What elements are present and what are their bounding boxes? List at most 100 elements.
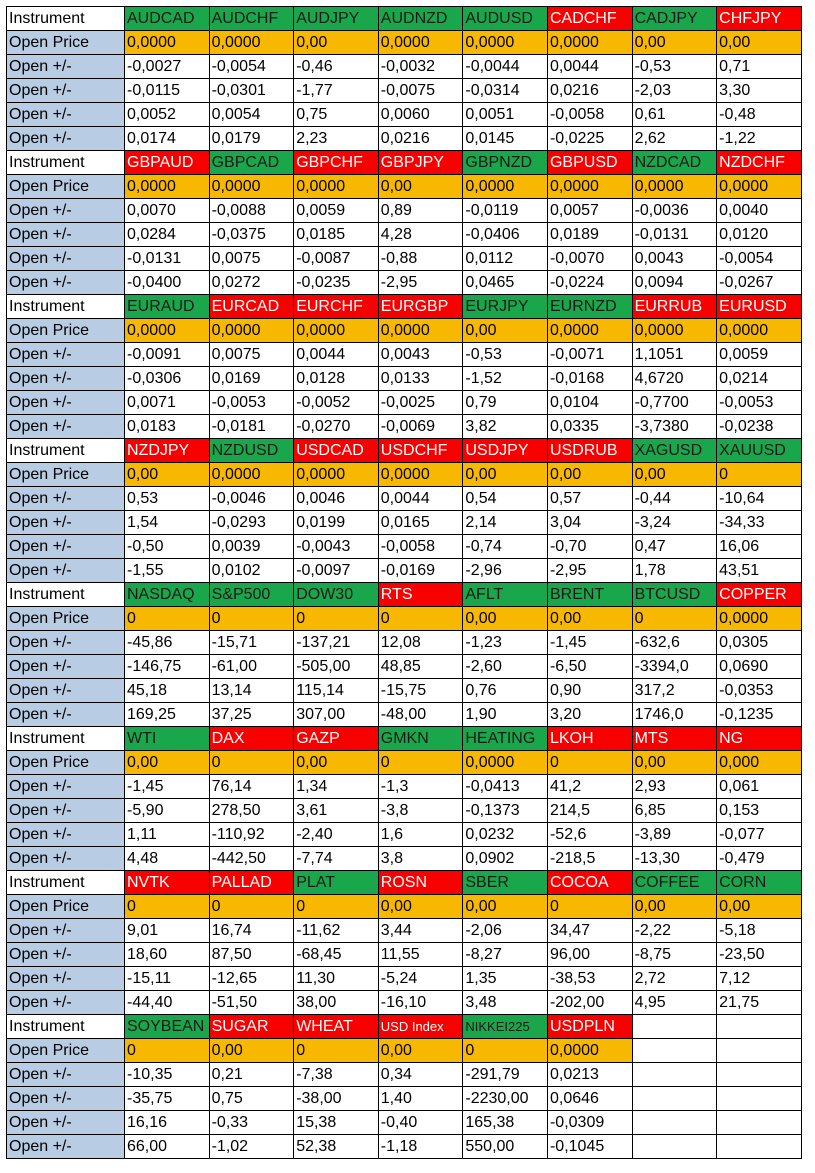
open-delta-label: Open +/- (6, 558, 125, 583)
open-delta-cell: 0,061 (716, 774, 802, 799)
symbol-cell: CADCHF (546, 6, 633, 31)
open-delta-cell: 0,0272 (208, 270, 295, 295)
open-delta-cell: 0,79 (462, 390, 548, 415)
open-delta-cell: -23,50 (716, 942, 802, 967)
open-delta-cell: 34,47 (546, 918, 633, 943)
instrument-row: Instrument EURAUD EURCAD EURCHF EURGBP EURJPY… (6, 294, 802, 319)
open-delta-cell: 0,0112 (462, 246, 548, 271)
open-delta-cell: 13,14 (208, 678, 295, 703)
open-delta-cell: -52,6 (546, 822, 633, 847)
open-delta-cell: 0,0216 (546, 78, 633, 103)
open-delta-cell: 18,60 (124, 942, 210, 967)
open-price-row: Open Price 0,0000 0,0000 0,0000 0,00 0,0000 0,… (6, 174, 802, 199)
open-delta-cell: -0,0054 (716, 246, 802, 271)
symbol-cell: GBPCHF (293, 150, 379, 175)
symbol-cell: USD Index (377, 1014, 464, 1039)
open-delta-cell: -51,50 (208, 990, 295, 1015)
open-delta-cell: 1,54 (124, 510, 210, 535)
open-delta-cell: 76,14 (208, 774, 295, 799)
open-price-cell: 0,0000 (546, 1038, 633, 1063)
open-price-label: Open Price (6, 462, 125, 487)
open-delta-label: Open +/- (6, 798, 125, 823)
open-price-cell: 0 (293, 606, 379, 631)
open-delta-cell: -0,0071 (546, 342, 633, 367)
open-delta-cell: -0,0025 (377, 390, 464, 415)
open-delta-cell: -0,0115 (124, 78, 210, 103)
open-delta-cell: -0,0314 (462, 78, 548, 103)
open-delta-cell: -6,50 (546, 654, 633, 679)
open-delta-cell: -8,27 (462, 942, 548, 967)
open-delta-cell: 0,0051 (462, 102, 548, 127)
open-delta-cell: -1,45 (546, 630, 633, 655)
open-price-cell: 0,0000 (462, 750, 548, 775)
open-price-cell: 0,00 (462, 606, 548, 631)
open-price-cell: 0,00 (631, 750, 718, 775)
instrument-row: Instrument NVTK PALLAD PLAT ROSN SBER COCOA COF… (6, 870, 802, 895)
symbol-cell: CADJPY (631, 6, 718, 31)
open-price-row: Open Price 0 0 0 0 0,00 0,00 0 0,0000 (6, 606, 802, 631)
open-delta-cell: -0,0058 (377, 534, 464, 559)
open-price-cell: 0,00 (124, 462, 210, 487)
symbol-cell: USDJPY (462, 438, 548, 463)
open-price-cell: 0,00 (716, 30, 802, 55)
open-delta-label: Open +/- (6, 654, 125, 679)
open-delta-cell: -0,33 (208, 1110, 295, 1135)
instrument-label: Instrument (6, 870, 125, 895)
open-delta-cell: 45,18 (124, 678, 210, 703)
open-delta-cell: 2,72 (631, 966, 718, 991)
open-delta-cell: -3,89 (631, 822, 718, 847)
open-delta-cell: -0,0053 (716, 390, 802, 415)
symbol-cell: NZDCHF (716, 150, 802, 175)
open-delta-cell: -15,11 (124, 966, 210, 991)
open-delta-cell: 12,08 (377, 630, 464, 655)
open-delta-cell: -0,0131 (631, 222, 718, 247)
open-delta-label: Open +/- (6, 846, 125, 871)
open-delta-cell: -0,0353 (716, 678, 802, 703)
open-price-cell: 0,00 (716, 894, 802, 919)
open-price-cell: 0,0000 (293, 174, 379, 199)
open-delta-label: Open +/- (6, 246, 125, 271)
open-delta-cell: 0,71 (716, 54, 802, 79)
symbol-cell: AUDCHF (208, 6, 295, 31)
open-price-cell: 0,00 (377, 894, 464, 919)
symbol-cell: DAX (208, 726, 295, 751)
open-delta-row: Open +/- 66,00 -1,02 52,38 -1,18 550,00 -0,104… (6, 1134, 802, 1159)
open-delta-cell: -48,00 (377, 702, 464, 727)
open-delta-cell: 38,00 (293, 990, 379, 1015)
open-delta-cell: -0,1045 (546, 1134, 633, 1159)
open-delta-cell: -0,0119 (462, 198, 548, 223)
open-price-cell: 0,00 (377, 174, 464, 199)
open-delta-cell: 11,30 (293, 966, 379, 991)
open-delta-cell: 2,93 (631, 774, 718, 799)
open-delta-cell: -1,3 (377, 774, 464, 799)
open-delta-label: Open +/- (6, 1110, 125, 1135)
open-delta-cell: 0,0214 (716, 366, 802, 391)
open-delta-cell: 0,34 (377, 1062, 464, 1087)
symbol-cell: PALLAD (208, 870, 295, 895)
open-delta-cell: -0,479 (716, 846, 802, 871)
open-price-cell: 0 (377, 750, 464, 775)
open-delta-cell: 0,0183 (124, 414, 210, 439)
open-delta-row: Open +/- -0,50 0,0039 -0,0043 -0,0058 -0,74 -0… (6, 534, 802, 559)
open-delta-label: Open +/- (6, 270, 125, 295)
open-price-cell: 0,0000 (124, 174, 210, 199)
open-delta-row: Open +/- -0,0306 0,0169 0,0128 0,0133 -1,52 -0… (6, 366, 802, 391)
open-delta-cell: 550,00 (462, 1134, 548, 1159)
open-price-cell: 0 (208, 894, 295, 919)
open-delta-label: Open +/- (6, 1134, 125, 1159)
open-delta-cell: -0,0091 (124, 342, 210, 367)
open-delta-cell: 0,0044 (377, 486, 464, 511)
symbol-cell: GMKN (377, 726, 464, 751)
open-delta-cell: -0,0169 (377, 558, 464, 583)
open-delta-row: Open +/- 18,60 87,50 -68,45 11,55 -8,27 96,00-… (6, 942, 802, 967)
open-delta-cell: -12,65 (208, 966, 295, 991)
open-delta-cell: -2,22 (631, 918, 718, 943)
open-delta-cell: 0,0046 (293, 486, 379, 511)
open-delta-label: Open +/- (6, 534, 125, 559)
open-delta-cell: -0,0270 (293, 414, 379, 439)
open-delta-cell: -0,0267 (716, 270, 802, 295)
open-price-cell: 0,00 (208, 1038, 295, 1063)
symbol-cell: NZDCAD (631, 150, 718, 175)
open-price-cell: 0 (208, 750, 295, 775)
open-delta-cell: 0,0232 (462, 822, 548, 847)
